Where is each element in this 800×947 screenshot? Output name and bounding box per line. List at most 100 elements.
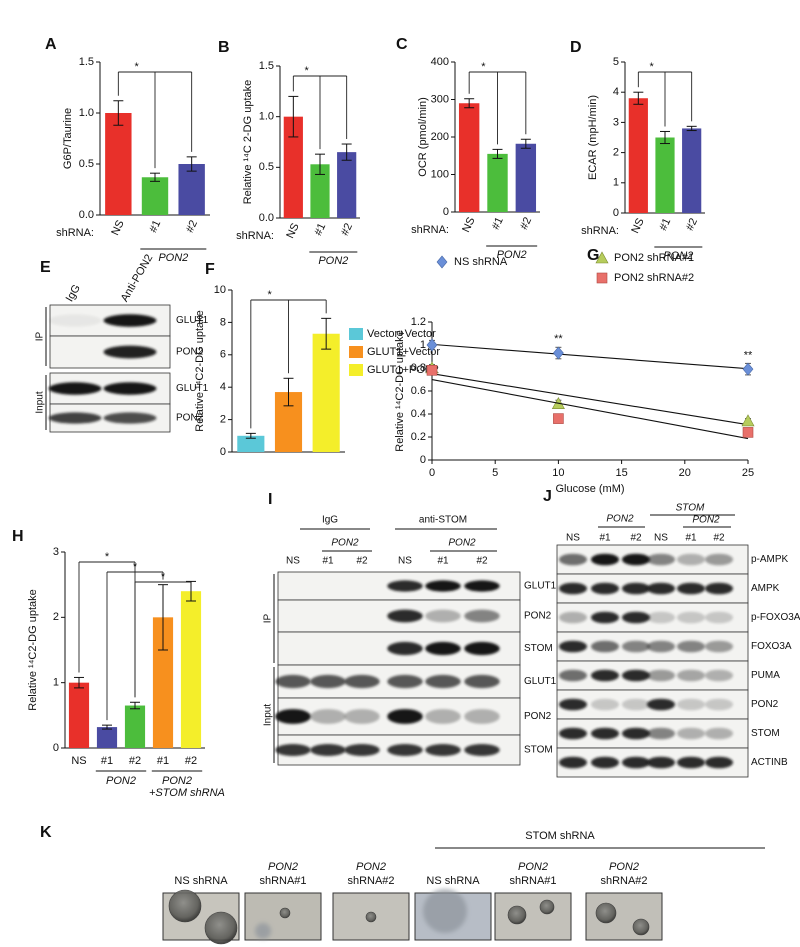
row-label: AMPK [751, 583, 780, 594]
significance: * [105, 551, 110, 563]
significance: * [133, 561, 138, 573]
blot-band [558, 669, 588, 682]
blot-band [704, 727, 734, 740]
lane-label: #1 [685, 533, 697, 544]
blot-band [387, 709, 423, 724]
y-tick-label: 2 [220, 414, 226, 426]
lane-label: #2 [356, 556, 368, 567]
blot-band [464, 609, 500, 623]
blot-band [387, 744, 423, 756]
blot-band [275, 674, 311, 689]
spheroid [423, 889, 467, 933]
blot-band [464, 641, 500, 656]
panel-letter: A [45, 36, 57, 53]
x-tick-label: NS [109, 218, 126, 237]
trend-line [431, 343, 749, 370]
column-header: PON2 [606, 514, 634, 525]
legend-marker [595, 251, 609, 264]
y-tick-label: 2 [613, 147, 619, 159]
blot-band [275, 709, 311, 724]
blot-band [621, 669, 651, 682]
point [742, 427, 754, 438]
significance: ** [554, 333, 563, 345]
blot-band [558, 698, 588, 711]
blot-band [558, 553, 588, 566]
group-label: IP [263, 613, 274, 623]
blot-band [425, 580, 461, 592]
significance: * [650, 61, 655, 73]
y-tick-label: 4 [220, 381, 226, 393]
blot-band [621, 698, 651, 711]
x-tick-label: #2 [129, 755, 141, 767]
image-label: NS shRNA [426, 875, 480, 887]
y-tick-label: 6 [220, 349, 226, 361]
blot-band [704, 669, 734, 682]
bar [237, 435, 265, 452]
y-tick-label: 0 [613, 207, 619, 219]
panel-letter: I [268, 491, 272, 508]
y-tick-label: 1.0 [79, 107, 94, 119]
bar [124, 705, 146, 748]
y-axis-label: G6P/Taurine [62, 108, 74, 169]
blot-band [425, 674, 461, 689]
y-tick-label: 0 [220, 446, 226, 458]
panel-letter: J [543, 488, 552, 505]
lane-label: NS [654, 533, 668, 544]
panel-letter: E [40, 259, 51, 276]
lane-label: #1 [599, 533, 611, 544]
x-axis-label: shRNA: [236, 230, 274, 242]
blot-band [310, 709, 346, 724]
y-tick-label: 1.2 [411, 316, 426, 328]
blot-band [704, 640, 734, 653]
blot-band [676, 756, 706, 769]
y-tick-label: 4 [613, 86, 619, 98]
bar [458, 103, 480, 212]
blot-band [704, 582, 734, 595]
blot-band [464, 709, 500, 724]
blot-band [590, 727, 620, 740]
y-tick-label: 400 [431, 56, 449, 68]
blot-band [590, 611, 620, 624]
row-label: PUMA [751, 670, 780, 681]
y-tick-label: 1 [53, 677, 59, 689]
blot-band [387, 580, 423, 592]
blot-band [676, 611, 706, 624]
y-tick-label: 0.6 [411, 385, 426, 397]
point [741, 414, 755, 427]
panel-letter: G [587, 247, 599, 264]
group-label: Input [35, 391, 46, 413]
spheroid [507, 905, 527, 925]
panel-letter: K [40, 824, 52, 841]
blot-band [704, 698, 734, 711]
y-tick-label: 0.5 [79, 158, 94, 170]
blot-band [590, 640, 620, 653]
spheroid [365, 911, 377, 923]
blot-band [48, 314, 102, 327]
column-header: IgG [322, 515, 338, 526]
section-header: STOM shRNA [525, 830, 595, 842]
legend-label: PON2 shRNA#1 [614, 252, 694, 264]
x-tick-label: #2 [684, 216, 700, 232]
blot-band [425, 709, 461, 724]
group-label: PON2 [497, 249, 527, 261]
point [742, 362, 754, 376]
blot-band [310, 674, 346, 689]
group-label: Input [263, 704, 274, 726]
blot-band [676, 727, 706, 740]
blot-band [704, 553, 734, 566]
blot-band [103, 382, 157, 395]
legend-swatch [349, 328, 363, 340]
image-label: shRNA#2 [600, 875, 647, 887]
y-tick-label: 2 [53, 611, 59, 623]
bar [682, 128, 702, 213]
image-label: PON2 [609, 861, 639, 873]
blot-band [344, 709, 380, 724]
legend-label: Vector+Vector [367, 328, 436, 340]
lane-label: #2 [630, 533, 642, 544]
blot-band [646, 640, 676, 653]
blot-band [704, 611, 734, 624]
legend-label: PON2 shRNA#2 [614, 272, 694, 284]
bar [310, 164, 330, 218]
blot-band [621, 727, 651, 740]
